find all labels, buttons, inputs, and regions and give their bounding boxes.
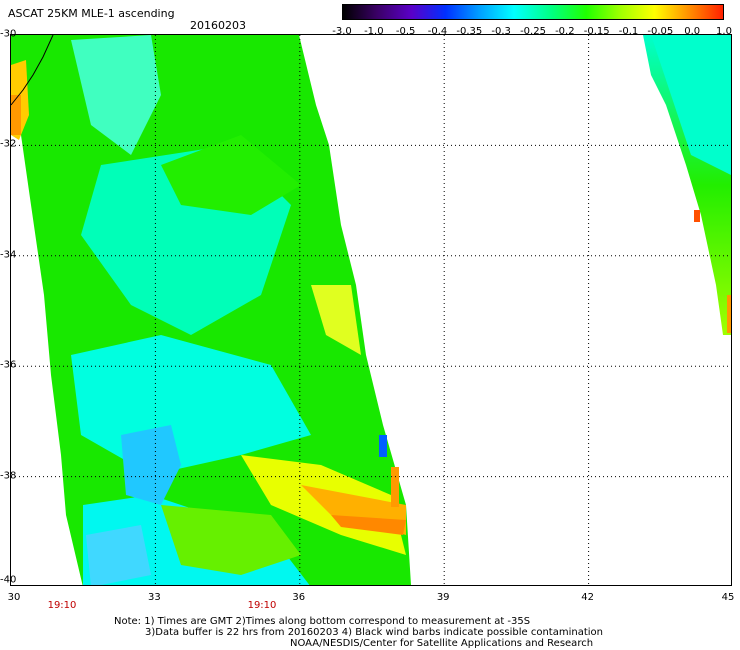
date-label: 20160203 — [190, 19, 246, 32]
note-line-1: Note: 1) Times are GMT 2)Times along bot… — [114, 616, 531, 627]
x-axis-label: 33 — [148, 592, 161, 603]
swath-edge-blue — [379, 435, 387, 457]
x-axis-label: 45 — [721, 592, 735, 603]
colorbar-label: -0.35 — [456, 26, 483, 37]
colorbar-label: -0.05 — [647, 26, 674, 37]
coastline — [11, 35, 54, 106]
swath-right-cyan — [651, 35, 731, 175]
swath-green-2 — [161, 505, 301, 575]
colorbar-label: -0.3 — [491, 26, 511, 37]
y-axis-label: -32 — [0, 138, 17, 150]
colorbar-label: -0.1 — [618, 26, 639, 37]
colorbar-label: -0.15 — [583, 26, 610, 37]
time-label: 19:10 — [247, 600, 277, 611]
colorbar-label: -0.4 — [427, 26, 448, 37]
swath-cyan-1 — [71, 35, 161, 155]
x-axis-label: 30 — [7, 592, 21, 603]
colorbar-label: -0.5 — [395, 26, 416, 37]
title: ASCAT 25KM MLE-1 ascending — [8, 7, 175, 20]
swath-right-orange — [727, 295, 731, 333]
x-axis-label: 42 — [581, 592, 594, 603]
y-axis-label: -38 — [0, 470, 17, 482]
x-axis-label: 36 — [292, 592, 306, 603]
swath-green-1 — [161, 135, 301, 215]
y-axis-label: -30 — [0, 28, 17, 40]
swath-edge-orange — [391, 467, 399, 507]
colorbar-label: -0.2 — [555, 26, 575, 37]
map-plot[interactable] — [10, 34, 732, 586]
grid-lines — [11, 35, 731, 585]
colorbar-label: -1.0 — [364, 26, 384, 37]
swath-blue-2 — [86, 525, 151, 585]
map-svg — [11, 35, 731, 585]
colorbar-label: -0.25 — [520, 26, 546, 37]
colorbar — [342, 4, 724, 20]
colorbar-label: 0.0 — [684, 26, 701, 37]
y-axis-label: -36 — [0, 359, 17, 371]
colorbar-label: -3.0 — [332, 26, 352, 37]
swath-right-red — [694, 210, 700, 222]
swath-orange-2 — [331, 515, 406, 535]
time-label: 19:10 — [47, 600, 77, 611]
swath-blue — [121, 425, 181, 505]
x-axis-label: 39 — [436, 592, 450, 603]
swath-yellow-2 — [311, 285, 361, 355]
y-axis-label: -34 — [0, 249, 17, 261]
swath-coast-orange — [11, 95, 21, 135]
note-line-3: NOAA/NESDIS/Center for Satellite Applica… — [290, 638, 594, 649]
note-line-2: 3)Data buffer is 22 hrs from 20160203 4)… — [145, 627, 603, 638]
y-axis-label: -40 — [0, 574, 17, 586]
colorbar-label: 1.0 — [716, 26, 732, 37]
